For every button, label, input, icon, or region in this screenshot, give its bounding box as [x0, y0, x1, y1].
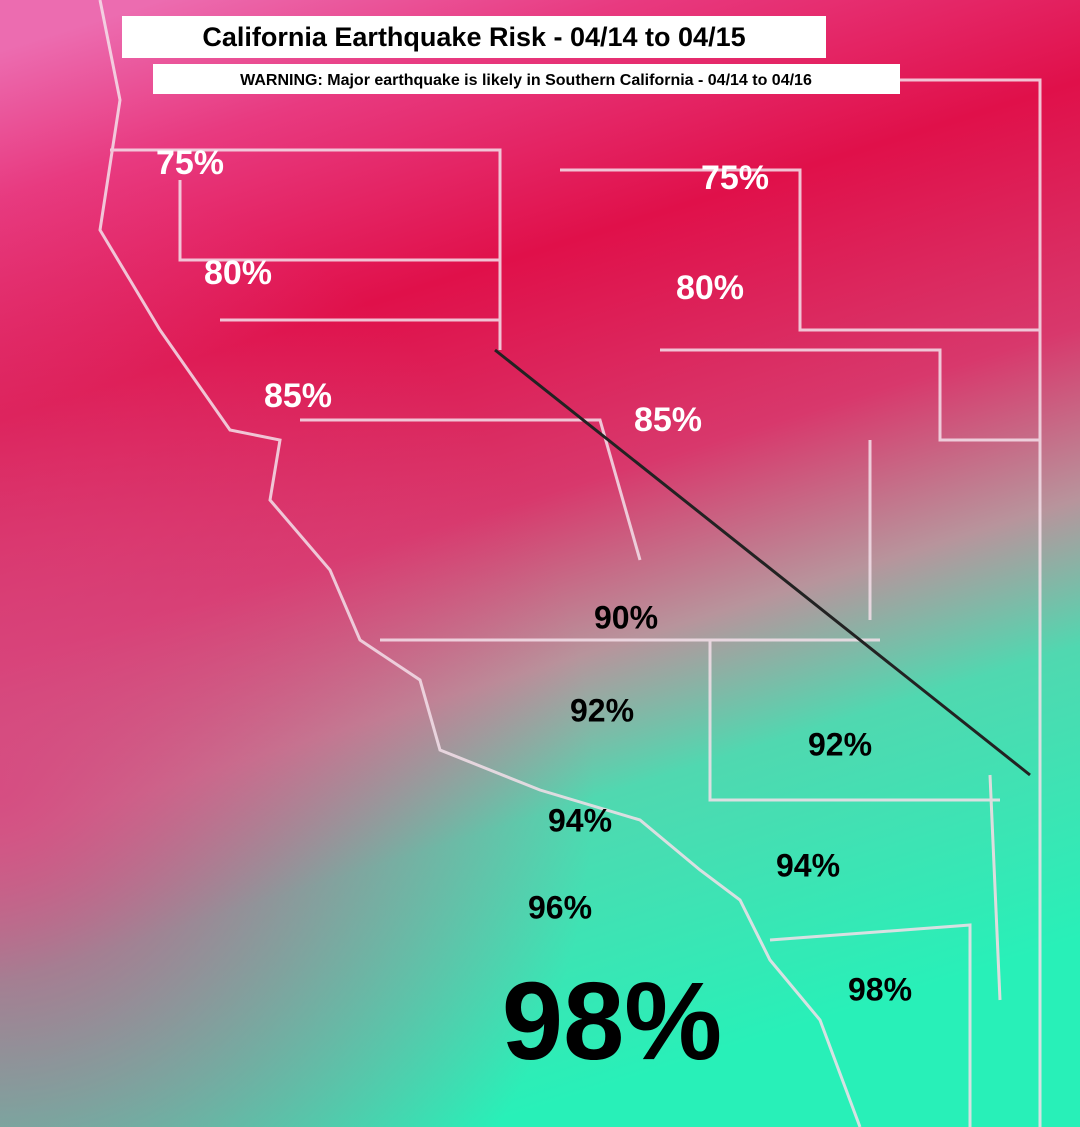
risk-label: 85%: [634, 401, 702, 439]
title-box: [122, 16, 826, 58]
risk-label: 75%: [156, 144, 224, 182]
warning: WARNING: Major earthquake is likely in S…: [240, 72, 812, 89]
title: California Earthquake Risk - 04/14 to 04…: [202, 22, 745, 52]
risk-label: 80%: [676, 269, 744, 307]
risk-label: 80%: [204, 254, 272, 292]
risk-labels: 75% 75% 80% 80% 85% 85% 90% 92% 92% 94% 94% 96% 98% 9…: [156, 144, 912, 1083]
risk-label: 75%: [701, 159, 769, 197]
risk-label: 90%: [594, 599, 658, 635]
risk-label: 92%: [808, 726, 872, 762]
risk-label: 98%: [848, 971, 912, 1007]
warning-box: [153, 64, 900, 94]
risk-label: 94%: [776, 847, 840, 883]
risk-label: 94%: [548, 802, 612, 838]
risk-label: 85%: [264, 377, 332, 415]
boundaries: [98, 0, 1042, 1127]
risk-label: 98%: [502, 960, 722, 1083]
ca-nv-border: [494, 348, 1031, 777]
risk-label: 92%: [570, 692, 634, 728]
ca-az-border: [988, 774, 1002, 1001]
risk-label: 96%: [528, 889, 592, 925]
